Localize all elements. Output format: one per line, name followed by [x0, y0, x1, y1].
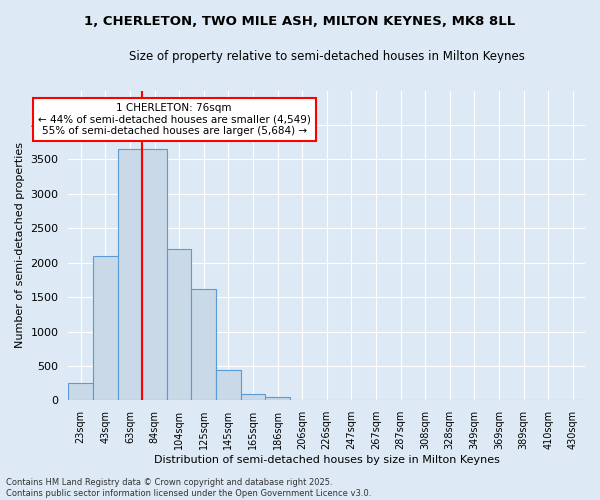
Text: 1, CHERLETON, TWO MILE ASH, MILTON KEYNES, MK8 8LL: 1, CHERLETON, TWO MILE ASH, MILTON KEYNE… — [85, 15, 515, 28]
Bar — [167, 249, 191, 400]
Bar — [265, 397, 290, 400]
Bar — [216, 370, 241, 400]
Bar — [142, 149, 167, 401]
Y-axis label: Number of semi-detached properties: Number of semi-detached properties — [15, 142, 25, 348]
Text: Contains HM Land Registry data © Crown copyright and database right 2025.
Contai: Contains HM Land Registry data © Crown c… — [6, 478, 371, 498]
Bar — [93, 256, 118, 400]
Bar — [241, 394, 265, 400]
Text: 1 CHERLETON: 76sqm
← 44% of semi-detached houses are smaller (4,549)
55% of semi: 1 CHERLETON: 76sqm ← 44% of semi-detache… — [38, 103, 311, 136]
Bar — [118, 149, 142, 401]
Bar — [68, 383, 93, 400]
Bar — [191, 289, 216, 401]
X-axis label: Distribution of semi-detached houses by size in Milton Keynes: Distribution of semi-detached houses by … — [154, 455, 500, 465]
Title: Size of property relative to semi-detached houses in Milton Keynes: Size of property relative to semi-detach… — [129, 50, 524, 63]
